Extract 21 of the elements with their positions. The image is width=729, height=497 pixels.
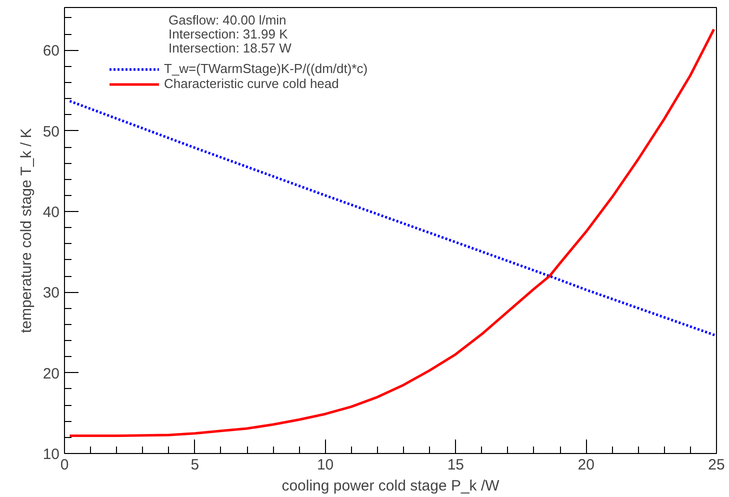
annotation: Intersection: 18.57 W	[168, 40, 292, 56]
x-tick-label: 20	[578, 456, 594, 474]
legend-label: T_w=(TWarmStage)K-P/((dm/dt)*c)	[164, 61, 368, 76]
y-tick-label: 50	[42, 123, 60, 140]
y-tick-label: 30	[42, 284, 60, 302]
y-tick-label: 60	[42, 42, 60, 60]
x-axis-title: cooling power cold stage P_k /W	[282, 478, 500, 494]
y-tick-label: 20	[42, 365, 60, 382]
y-tick-label: 10	[42, 446, 60, 463]
x-tick-label: 5	[190, 456, 200, 474]
y-axis-title: temperature cold stage T_k / K	[18, 128, 35, 334]
legend-label: Characteristic curve cold head	[164, 76, 339, 91]
annotation: Gasflow: 40.00 l/min	[168, 12, 286, 28]
x-tick-label: 0	[60, 456, 69, 474]
y-tick-label: 40	[42, 204, 60, 222]
line-series	[68, 28, 716, 438]
x-tick-label: 15	[447, 456, 464, 474]
annotation: Intersection: 31.99 K	[168, 26, 288, 42]
x-tick-label: 10	[316, 456, 334, 474]
x-tick-label: 25	[708, 456, 725, 474]
line-series	[68, 100, 716, 337]
